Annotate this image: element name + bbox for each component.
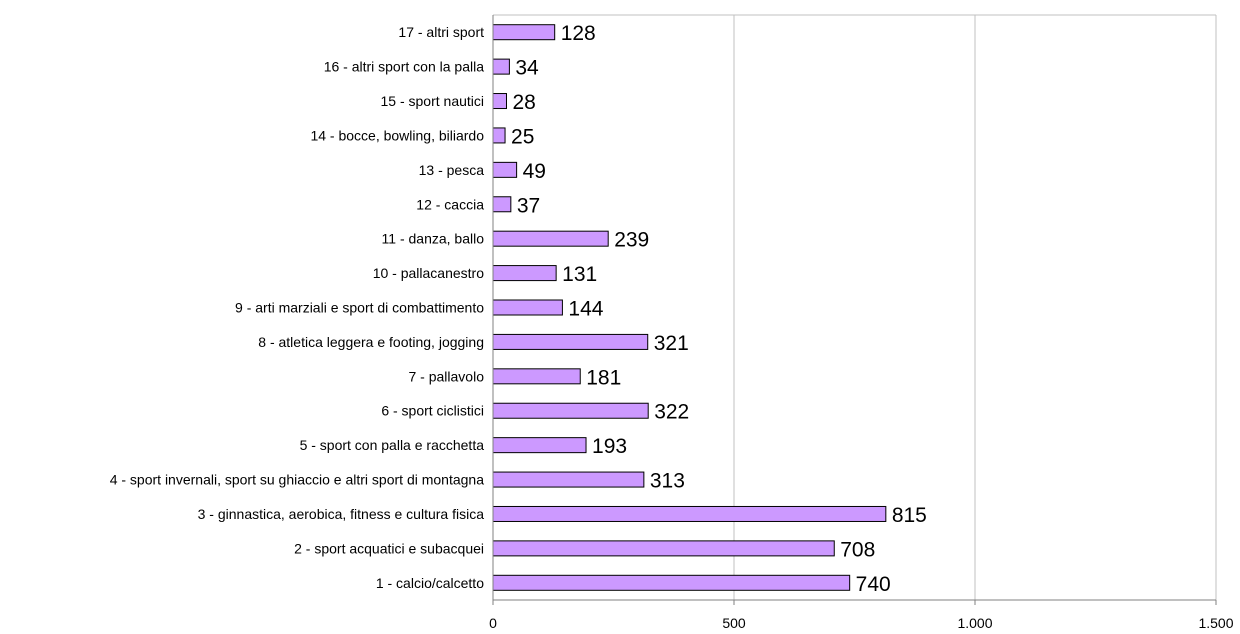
data-label: 815 (892, 504, 927, 527)
category-label: 12 - caccia (416, 196, 484, 212)
category-label: 8 - atletica leggera e footing, jogging (258, 334, 484, 350)
category-label: 3 - ginnastica, aerobica, fitness e cult… (198, 506, 485, 522)
category-label: 4 - sport invernali, sport su ghiaccio e… (110, 472, 485, 488)
x-tick-label: 500 (722, 615, 746, 631)
category-label: 11 - danza, ballo (382, 231, 485, 247)
bars (492, 24, 887, 591)
x-tick-label: 1.000 (957, 615, 992, 631)
category-label: 16 - altri sport con la palla (324, 59, 485, 75)
data-label: 28 (512, 91, 535, 114)
gridlines (493, 14, 1217, 600)
bar (492, 299, 563, 316)
data-label: 321 (654, 332, 689, 355)
category-label: 13 - pesca (419, 162, 485, 178)
category-label: 15 - sport nautici (381, 93, 485, 109)
data-label: 37 (517, 194, 540, 217)
bar (492, 540, 835, 557)
data-label: 144 (568, 298, 603, 321)
bar (492, 265, 557, 282)
data-label: 34 (515, 57, 539, 80)
data-label: 322 (654, 401, 689, 424)
category-label: 7 - pallavolo (409, 368, 485, 384)
category-label: 10 - pallacanestro (373, 265, 485, 281)
data-label: 313 (650, 470, 685, 493)
category-label: 6 - sport ciclistici (381, 403, 484, 419)
category-label: 2 - sport acquatici e subacquei (294, 540, 484, 556)
category-label: 9 - arti marziali e sport di combattimen… (235, 300, 484, 316)
bar (492, 333, 649, 350)
data-label: 25 (511, 125, 534, 148)
category-labels: 1 - calcio/calcetto 2 - sport acquatici e… (110, 24, 485, 591)
bar (492, 127, 506, 144)
bar (492, 471, 645, 488)
data-label: 193 (592, 435, 627, 458)
data-label: 708 (840, 538, 875, 561)
value-labels: 740 708 815 313 193 322 181 321 144 131 239 37 49 25 2… (511, 22, 927, 596)
data-label: 740 (856, 573, 891, 596)
category-label: 14 - bocce, bowling, biliardo (310, 127, 484, 143)
x-axis: 0 500 1.000 1.500 (489, 15, 1234, 631)
category-label: 5 - sport con palla e racchetta (300, 437, 485, 453)
bar (492, 574, 851, 591)
bar (492, 93, 507, 110)
x-tick-label: 0 (489, 615, 497, 631)
data-label: 49 (523, 160, 546, 183)
data-label: 131 (562, 263, 597, 286)
bar (492, 402, 649, 419)
data-label: 239 (614, 229, 649, 252)
data-label: 181 (586, 366, 621, 389)
bar (492, 196, 512, 213)
bar (492, 437, 587, 454)
bar (492, 24, 556, 41)
category-label: 1 - calcio/calcetto (376, 575, 484, 591)
x-tick-label: 1.500 (1198, 615, 1233, 631)
bar (492, 58, 510, 75)
bar (492, 505, 887, 522)
category-label: 17 - altri sport (398, 24, 484, 40)
bar (492, 161, 518, 178)
data-label: 128 (561, 22, 596, 45)
bar (492, 368, 581, 385)
bar (492, 230, 609, 247)
